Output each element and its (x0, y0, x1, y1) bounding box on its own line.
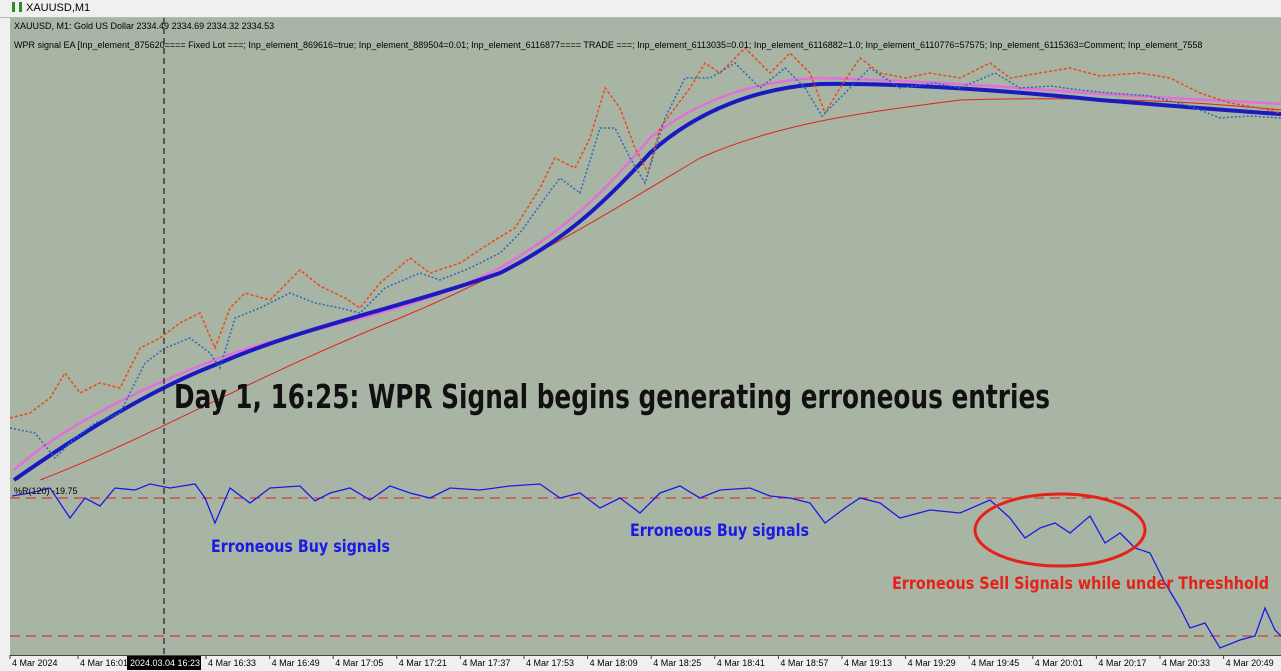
x-tick-label: 4 Mar 18:25 (653, 658, 701, 668)
x-tick-label: 4 Mar 19:13 (844, 658, 892, 668)
x-tick-label: 4 Mar 19:29 (908, 658, 956, 668)
symbol-info: XAUUSD, M1: Gold US Dollar 2334.49 2334.… (14, 21, 274, 31)
main-annotation: Day 1, 16:25: WPR Signal begins generati… (174, 377, 1050, 416)
x-tick-label: 4 Mar 16:49 (272, 658, 320, 668)
x-tick-label: 4 Mar 20:01 (1035, 658, 1083, 668)
x-axis: 4 Mar 2024 4 Mar 16:01 4 Mar 16:33 4 Mar 16… (9, 655, 1274, 668)
x-tick-label: 4 Mar 20:49 (1226, 658, 1274, 668)
x-tick-label: 4 Mar 16:33 (208, 658, 256, 668)
mid-ma (13, 76, 1281, 471)
window-titlebar: XAUUSD,M1 (0, 0, 1281, 18)
x-tick-label: 4 Mar 19:45 (971, 658, 1019, 668)
main-panel (10, 18, 1281, 479)
indicator-label: %R(120) -19.75 (14, 486, 78, 496)
buy-signals (9, 62, 1281, 460)
x-tick-label: 4 Mar 18:09 (590, 658, 638, 668)
x-tick-label: 4 Mar 20:17 (1098, 658, 1146, 668)
x-tick-label: 4 Mar 17:37 (462, 658, 510, 668)
window-title: XAUUSD,M1 (26, 2, 91, 14)
x-tick-label: 4 Mar 17:05 (335, 658, 383, 668)
cursor-label: 2024.03.04 16:23 (130, 658, 200, 668)
x-tick-label: 4 Mar 18:41 (717, 658, 765, 668)
x-tick-label: 4 Mar 16:01 (80, 658, 128, 668)
x-tick-label: 4 Mar 17:53 (526, 658, 574, 668)
fast-ma (12, 81, 1281, 482)
sell-annotation: Erroneous Sell Signals while under Thres… (892, 574, 1269, 594)
chart-area: XAUUSD, M1: Gold US Dollar 2334.49 2334.… (0, 18, 1281, 671)
chart-icon (12, 2, 22, 12)
x-tick-label: 4 Mar 20:33 (1162, 658, 1210, 668)
buy-annotation: Erroneous Buy signals (211, 537, 390, 557)
buy-annotation: Erroneous Buy signals (630, 521, 809, 541)
x-tick-label: 4 Mar 2024 (12, 658, 58, 668)
x-tick-label: 4 Mar 18:57 (780, 658, 828, 668)
indicator-panel (10, 481, 1281, 655)
highlight-ellipse (973, 492, 1147, 568)
ea-info: WPR signal EA [Inp_element_875620==== Fi… (14, 40, 1202, 50)
x-tick-label: 4 Mar 17:21 (399, 658, 447, 668)
wpr-line (11, 483, 1281, 649)
sell-signals (9, 46, 1281, 419)
cursor-box (127, 656, 201, 670)
